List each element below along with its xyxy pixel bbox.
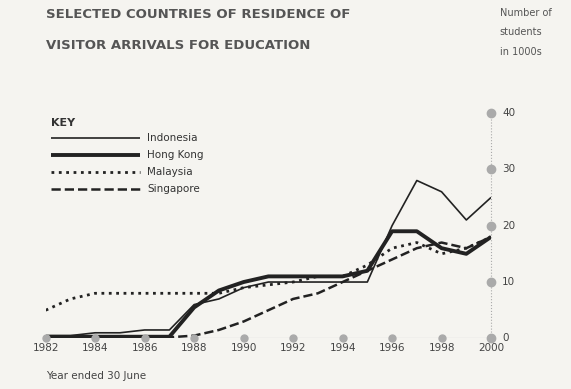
Text: SELECTED COUNTRIES OF RESIDENCE OF: SELECTED COUNTRIES OF RESIDENCE OF xyxy=(46,8,350,21)
Text: Singapore: Singapore xyxy=(147,184,200,194)
Text: Number of: Number of xyxy=(500,8,552,18)
Text: in 1000s: in 1000s xyxy=(500,47,541,57)
Text: 10: 10 xyxy=(502,277,515,287)
Text: KEY: KEY xyxy=(51,118,75,128)
Text: Year ended 30 June: Year ended 30 June xyxy=(46,371,146,381)
Text: 0: 0 xyxy=(502,333,509,343)
Text: 30: 30 xyxy=(502,164,515,174)
Text: 40: 40 xyxy=(502,108,515,118)
Text: 20: 20 xyxy=(502,221,515,231)
Text: Indonesia: Indonesia xyxy=(147,133,198,143)
Text: Malaysia: Malaysia xyxy=(147,167,193,177)
Text: students: students xyxy=(500,27,542,37)
Text: VISITOR ARRIVALS FOR EDUCATION: VISITOR ARRIVALS FOR EDUCATION xyxy=(46,39,310,52)
Text: Hong Kong: Hong Kong xyxy=(147,150,204,160)
